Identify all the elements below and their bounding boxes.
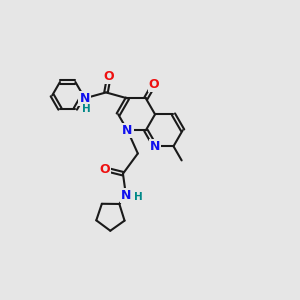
Text: O: O: [104, 70, 114, 83]
Text: H: H: [134, 193, 143, 202]
Text: N: N: [150, 140, 160, 153]
Text: N: N: [80, 92, 90, 105]
Text: N: N: [122, 124, 133, 137]
Text: O: O: [100, 163, 110, 176]
Text: H: H: [82, 104, 91, 114]
Text: N: N: [121, 189, 131, 202]
Text: O: O: [149, 78, 159, 91]
